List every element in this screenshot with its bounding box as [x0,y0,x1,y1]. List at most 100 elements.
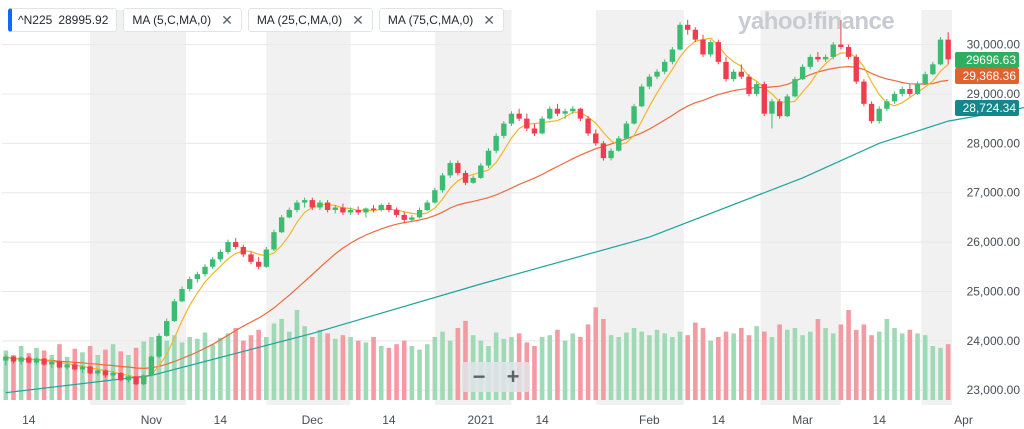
symbol-value: 28995.92 [58,13,109,27]
candle-body [210,259,216,267]
volume-bar [447,340,453,400]
x-tick-label: 2021 [467,413,494,427]
volume-bar [179,342,185,400]
ma5-chip[interactable]: MA (5,C,MA,0) ✕ [123,8,242,32]
volume-bar [861,324,867,400]
candle-body [317,202,323,208]
candle-body [187,279,193,289]
symbol-chip[interactable]: ^N225 28995.92 [8,8,118,32]
candle-body [309,200,315,208]
ma25-chip[interactable]: MA (25,C,MA,0) ✕ [247,8,373,32]
volume-bar [41,350,47,400]
candle-body [700,39,706,55]
volume-bar [440,331,445,400]
candle-body [240,247,247,255]
volume-bar [938,347,943,400]
candle-body [723,61,729,80]
candle-body [102,370,109,376]
close-icon[interactable]: ✕ [221,12,233,28]
volume-bar [309,337,315,400]
candle-body [447,163,453,176]
candle-body [623,123,630,139]
candle-body [493,135,499,151]
volume-bar [792,328,798,400]
volume-bar [401,340,407,400]
volume-bar [708,340,713,400]
x-tick-label: Nov [141,413,162,427]
candle-body [516,113,522,119]
candle-body [815,56,821,60]
volume-bar [279,319,284,400]
candle-body [554,108,561,114]
volume-bar [570,333,576,400]
zoom-in-button[interactable]: + [506,364,520,389]
volume-bar [432,337,438,400]
candle-body [87,366,93,374]
ma5-line [5,37,949,379]
x-tick-label: Feb [639,413,660,427]
volume-bar [287,331,292,400]
volume-bar [693,322,698,400]
candle-body [478,165,484,178]
y-tick-label: 24,000.00 [967,334,1021,348]
volume-bar [455,328,461,400]
y-tick-label: 29,000.00 [967,87,1021,101]
volume-bar [340,335,346,400]
y-tick-label: 30,000.00 [967,38,1021,52]
candle-body [608,150,614,159]
candle-body [914,84,921,94]
candle-body [72,364,78,370]
volume-bar [302,326,307,400]
yahoo-finance-logo: yahoo!finance [738,8,895,35]
candle-body [56,361,63,368]
candle-body [807,56,813,67]
candle-body [776,101,783,117]
candle-body [171,301,178,322]
volume-bar [807,331,813,400]
candle-body [853,56,859,82]
candle-body [753,84,760,94]
x-tick-label: Dec [302,413,323,427]
candle-body [539,118,545,134]
candle-body [707,42,714,55]
volume-bar [608,335,614,400]
volume-bar [187,337,192,400]
candle-body [470,177,476,183]
volume-bar [141,341,147,400]
volume-bar [846,310,851,400]
y-tick-label: 28,000.00 [967,136,1021,150]
candle-body [761,84,767,114]
zoom-out-button[interactable]: − [472,364,486,389]
volume-bar [746,335,752,400]
candle-body [937,39,944,65]
candle-body [891,93,898,102]
ma75-chip-label: MA (75,C,MA,0) [387,13,474,27]
candle-body [830,44,836,57]
volume-bar [409,346,415,400]
candle-body [363,208,369,213]
candle-body [868,103,875,122]
close-icon[interactable]: ✕ [352,12,364,28]
candle-body [79,366,86,370]
candle-body [945,39,951,60]
volume-bar [256,329,261,400]
volume-bar [532,346,537,400]
volume-bar [800,335,805,400]
candle-body [10,356,17,362]
ma75-chip[interactable]: MA (75,C,MA,0) ✕ [378,8,504,32]
volume-bar [386,347,392,400]
volume-bar [884,319,890,400]
volume-bar [876,331,882,400]
volume-bar [363,342,369,400]
candle-body [577,108,584,119]
price-tag-ma5: 29696.63 [955,51,1019,68]
candle-body [202,266,208,275]
price-tag-ma75: 28,724.34 [955,99,1019,116]
volume-bar [892,328,897,400]
price-tag-ma25: 29,368.36 [955,67,1019,84]
volume-bar [922,335,928,400]
volume-bar [539,337,545,400]
close-icon[interactable]: ✕ [483,12,495,28]
